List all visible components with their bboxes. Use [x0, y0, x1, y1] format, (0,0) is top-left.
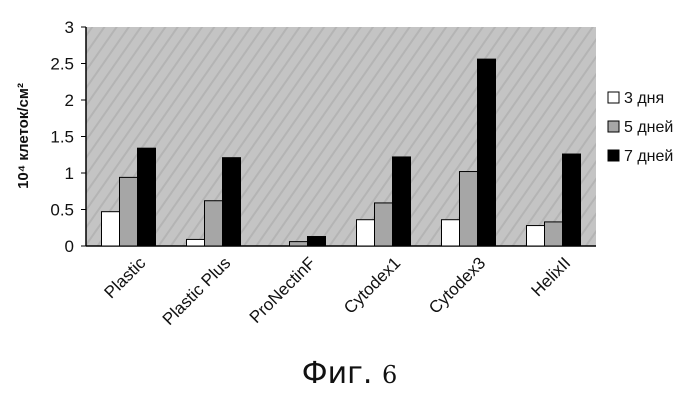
figure-caption: Фиг. 6	[0, 356, 699, 391]
bar-plastic-3	[138, 148, 156, 246]
legend-swatch	[608, 121, 619, 132]
y-tick-label: 2.5	[50, 55, 74, 74]
y-tick-label: 0.5	[50, 201, 74, 220]
x-tick-label: Cytodex3	[425, 253, 489, 317]
y-tick-label: 2	[65, 91, 74, 110]
figure-caption-text: Фиг.	[302, 356, 373, 391]
bar-pronectinf-2	[290, 242, 308, 246]
figure-caption-number: 6	[382, 361, 397, 389]
bar-cytodex1-3	[393, 157, 411, 246]
legend-label: 5 дней	[624, 119, 673, 136]
legend-label: 7 дней	[624, 148, 673, 165]
x-tick-label: Plastic Plus	[159, 253, 235, 329]
plot-area	[86, 27, 596, 246]
bar-helixii-1	[527, 226, 545, 246]
bar-plastic-1	[102, 212, 120, 246]
x-tick-label: ProNectinF	[246, 253, 320, 327]
bar-plastic-plus-1	[187, 239, 205, 246]
bar-plastic-plus-2	[205, 201, 223, 246]
bar-cytodex3-3	[478, 59, 496, 246]
bar-cytodex1-1	[357, 220, 375, 246]
bar-cytodex3-2	[460, 172, 478, 246]
x-tick-label: Plastic	[100, 253, 149, 302]
x-tick-label: HelixII	[527, 253, 574, 300]
bar-helixii-3	[563, 154, 581, 246]
bar-plastic-plus-3	[223, 158, 241, 246]
bar-pronectinf-3	[308, 237, 326, 246]
bar-plastic-2	[120, 177, 138, 246]
bar-helixii-2	[545, 222, 563, 246]
bar-cytodex1-2	[375, 203, 393, 246]
y-tick-label: 3	[65, 18, 74, 37]
legend-swatch	[608, 92, 619, 103]
y-tick-label: 1	[65, 164, 74, 183]
x-tick-label: Cytodex1	[340, 253, 404, 317]
legend-swatch	[608, 150, 619, 161]
y-axis-label: 10⁴ клеток/см²	[15, 83, 32, 189]
y-tick-label: 1.5	[50, 128, 74, 147]
legend-label: 3 дня	[624, 90, 664, 107]
y-tick-label: 0	[65, 237, 74, 256]
bar-cytodex3-1	[442, 220, 460, 246]
